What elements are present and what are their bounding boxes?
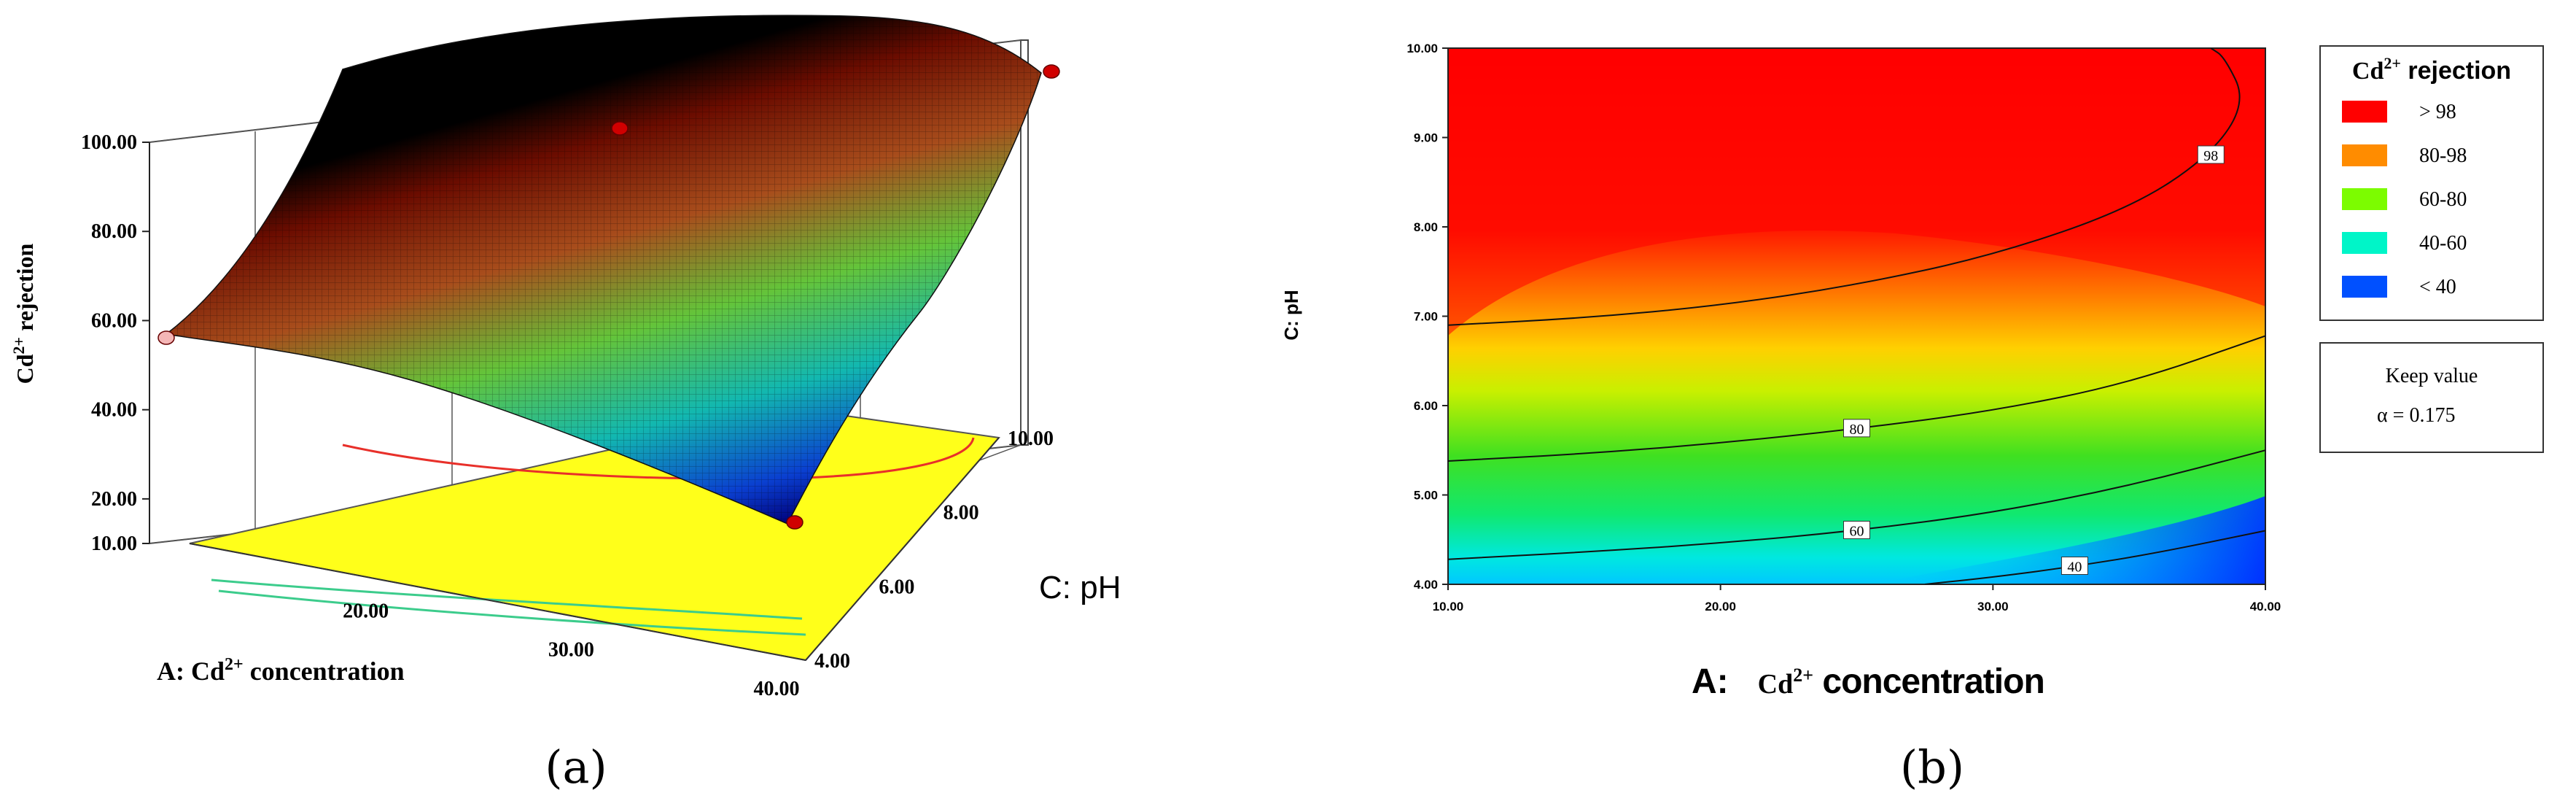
contour-y-tick-label: 8.00	[1414, 220, 1438, 234]
legend-entry-label: 60-80	[2419, 188, 2467, 211]
contour-plot: 98 80 60 40 4.00 5.00 6.00 7.00 8.00 9.00 10.00 1…	[1280, 42, 2544, 701]
legend-entry-label: > 98	[2419, 101, 2456, 123]
contour-y-tick-label: 10.00	[1406, 42, 1438, 55]
z-tick-label: 40.00	[91, 399, 137, 422]
contour-x-tick-label: 10.00	[1433, 600, 1464, 613]
legend-swatch	[2342, 232, 2387, 254]
legend-entry-label: 40-60	[2419, 232, 2467, 255]
z-tick-label: 10.00	[91, 533, 137, 555]
floor-contour-green-2	[218, 589, 806, 636]
contour-label-box	[1843, 419, 1870, 438]
surface-plot: 10.00 20.00 40.00 60.00 80.00 100.00 20.00 30.…	[9, 15, 1121, 700]
contour-label: 80	[1850, 422, 1864, 438]
contour-label-box	[2061, 557, 2088, 575]
keep-value-line2: α = 0.175	[2377, 404, 2455, 427]
contour-y-tick-label: 6.00	[1414, 399, 1438, 413]
x-tick-label: 20.00	[343, 600, 389, 622]
contour-x-tick-label: 40.00	[2250, 600, 2281, 613]
contour-y-axis-label: C: pH	[1280, 290, 1302, 340]
z-tick-label: 20.00	[91, 488, 137, 511]
floor-contour-green-1	[211, 578, 803, 620]
legend-entry-label: 80-98	[2419, 144, 2467, 167]
y-tick-label: 10.00	[1008, 427, 1054, 450]
legend: Cd2+ rejection > 98 80-98 60-80 40-60 < 40	[2319, 45, 2544, 321]
contour-y-tick-label: 7.00	[1414, 310, 1438, 324]
legend-entry-label: < 40	[2419, 276, 2456, 298]
contour-label: 60	[1850, 524, 1864, 540]
contour-y-tick-label: 5.00	[1414, 489, 1438, 503]
legend-swatch	[2342, 101, 2387, 123]
z-tick-label: 60.00	[91, 309, 137, 332]
contour-x-axis-label: A: Cd2+ concentration	[1692, 662, 2044, 701]
contour-y-tick-label: 4.00	[1414, 578, 1438, 592]
contour-label: 98	[2203, 148, 2218, 164]
contour-line	[1448, 48, 2241, 326]
y-tick-label: 4.00	[814, 650, 850, 673]
keep-value-box: Keep value α = 0.175	[2319, 342, 2544, 453]
design-point	[157, 330, 175, 345]
x-tick-label: 30.00	[548, 639, 594, 662]
contour-line	[1448, 449, 2265, 560]
contour-line	[1448, 335, 2265, 462]
panel-b-label: (b)	[1900, 740, 1964, 794]
design-point	[786, 515, 803, 530]
contour-label: 40	[2067, 560, 2082, 576]
z-tick-label: 100.00	[81, 131, 137, 154]
contour-label-box	[2197, 145, 2225, 164]
legend-swatch	[2342, 144, 2387, 166]
keep-value-line1: Keep value	[2386, 365, 2478, 387]
y-tick-label: 6.00	[879, 576, 914, 598]
legend-title: Cd2+ rejection	[2352, 54, 2511, 85]
panel-a-label: (a)	[545, 740, 607, 794]
design-point	[1043, 64, 1060, 79]
legend-swatch	[2342, 276, 2387, 298]
z-tick-label: 80.00	[91, 220, 137, 243]
x-tick-label: 40.00	[754, 678, 800, 700]
z-axis-label: Cd2+ rejection	[9, 243, 38, 384]
design-point	[611, 121, 629, 136]
y-axis-label: C: pH	[1039, 570, 1121, 605]
contour-label-box	[1843, 521, 1870, 539]
legend-box	[2319, 45, 2544, 321]
contour-fill-blue-region	[1867, 496, 2265, 584]
y-tick-label: 8.00	[943, 502, 979, 525]
x-axis-label: A: Cd2+ concentration	[157, 655, 405, 686]
contour-fill-red-region	[1448, 48, 2265, 336]
contour-x-tick-label: 30.00	[1977, 600, 2009, 613]
contour-x-tick-label: 20.00	[1705, 600, 1736, 613]
contour-y-tick-label: 9.00	[1414, 131, 1438, 145]
legend-swatch	[2342, 188, 2387, 210]
contour-line	[1924, 530, 2265, 584]
